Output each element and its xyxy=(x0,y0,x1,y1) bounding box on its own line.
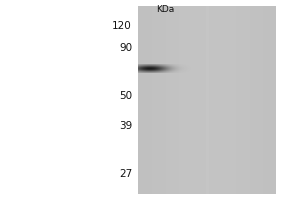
Text: 39: 39 xyxy=(119,121,132,131)
Text: 27: 27 xyxy=(119,169,132,179)
Text: KDa: KDa xyxy=(156,5,174,15)
Text: 50: 50 xyxy=(119,91,132,101)
Text: 120: 120 xyxy=(112,21,132,31)
Bar xyxy=(138,6,276,194)
Text: 90: 90 xyxy=(119,43,132,53)
